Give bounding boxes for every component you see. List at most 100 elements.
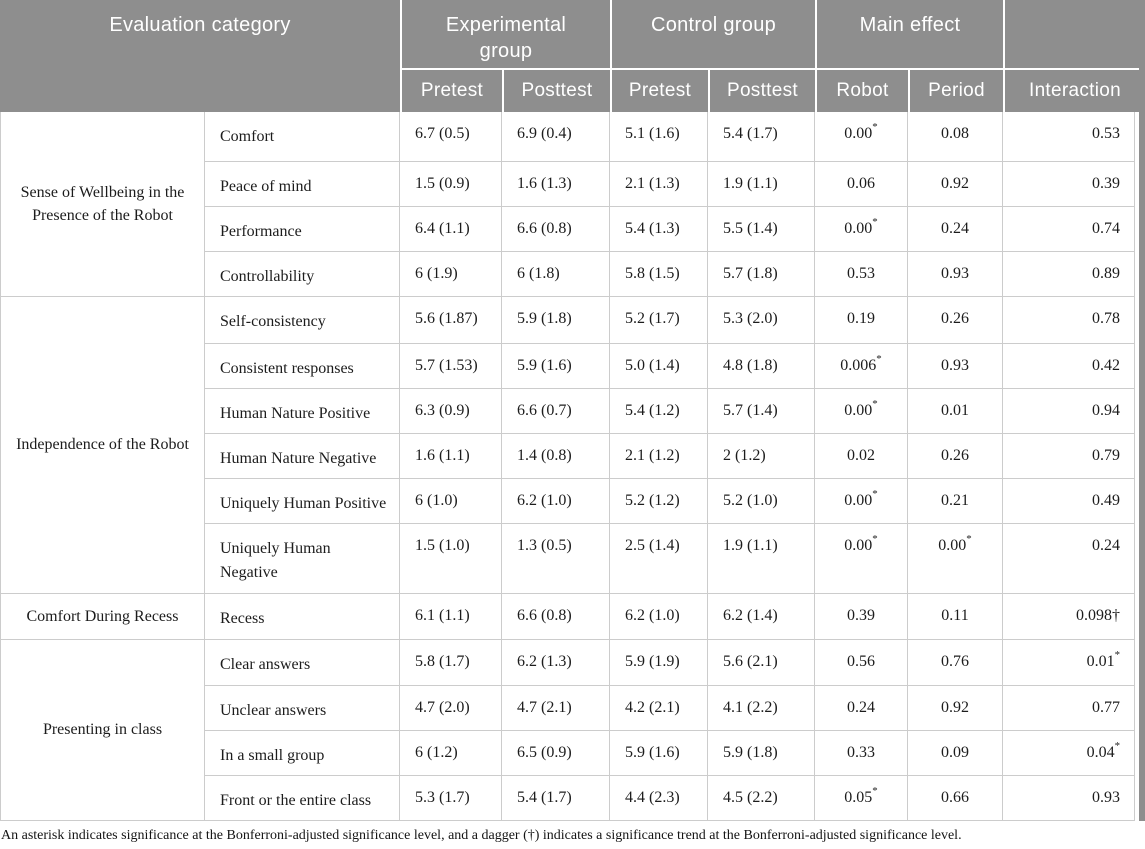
cell-exp-pretest: 5.6 (1.87) — [400, 297, 502, 344]
cell-exp-pretest: 1.6 (1.1) — [400, 434, 502, 479]
cell-ctrl-posttest: 5.3 (2.0) — [708, 297, 815, 344]
cell-period-effect: 0.24 — [908, 207, 1003, 252]
cell-period-effect: 0.66 — [908, 776, 1003, 821]
cell-robot-effect: 0.56 — [815, 640, 908, 686]
cell-ctrl-pretest: 5.0 (1.4) — [610, 344, 708, 389]
cell-ctrl-pretest: 6.2 (1.0) — [610, 594, 708, 640]
item-label-cell: Human Nature Positive — [205, 389, 400, 434]
cell-period-effect: 0.11 — [908, 594, 1003, 640]
table-footnote: An asterisk indicates significance at th… — [1, 828, 962, 843]
cell-exp-pretest: 6.3 (0.9) — [400, 389, 502, 434]
header-group-experimental: Experimental group — [400, 0, 610, 68]
cell-interaction-effect: 0.04 * — [1003, 731, 1135, 776]
cell-interaction-effect: 0.79 — [1003, 434, 1135, 479]
cell-exp-posttest: 6.6 (0.7) — [502, 389, 610, 434]
item-label-cell: In a small group — [205, 731, 400, 776]
cell-interaction-effect: 0.098† — [1003, 594, 1135, 640]
item-label-cell: Comfort — [205, 112, 400, 162]
cell-exp-posttest: 6 (1.8) — [502, 252, 610, 297]
cell-interaction-effect: 0.93 — [1003, 776, 1135, 821]
cell-ctrl-posttest: 5.9 (1.8) — [708, 731, 815, 776]
cell-robot-effect: 0.00 * — [815, 479, 908, 524]
cell-period-effect: 0.93 — [908, 252, 1003, 297]
cell-exp-pretest: 6 (1.9) — [400, 252, 502, 297]
subheader-interaction: Interaction — [1003, 68, 1145, 112]
cell-exp-pretest: 1.5 (0.9) — [400, 162, 502, 207]
item-label-cell: Uniquely Human Positive — [205, 479, 400, 524]
subheader-ctrl-posttest: Posttest — [708, 68, 815, 112]
header-group-interaction-blank — [1003, 0, 1145, 68]
cell-interaction-effect: 0.94 — [1003, 389, 1135, 434]
cell-interaction-effect: 0.49 — [1003, 479, 1135, 524]
cell-period-effect: 0.76 — [908, 640, 1003, 686]
item-label-cell: Peace of mind — [205, 162, 400, 207]
cell-ctrl-pretest: 4.4 (2.3) — [610, 776, 708, 821]
cell-interaction-effect: 0.78 — [1003, 297, 1135, 344]
cell-exp-pretest: 5.7 (1.53) — [400, 344, 502, 389]
cell-robot-effect: 0.24 — [815, 686, 908, 731]
cell-exp-posttest: 1.6 (1.3) — [502, 162, 610, 207]
header-group-experimental-label: Experimental group — [445, 14, 567, 62]
header-group-control-label: Control group — [650, 14, 777, 36]
item-label-cell: Uniquely Human Negative — [205, 524, 400, 594]
cell-ctrl-pretest: 5.4 (1.2) — [610, 389, 708, 434]
item-label-cell: Recess — [205, 594, 400, 640]
cell-robot-effect: 0.00 * — [815, 207, 908, 252]
cell-period-effect: 0.09 — [908, 731, 1003, 776]
cell-exp-posttest: 4.7 (2.1) — [502, 686, 610, 731]
cell-ctrl-pretest: 2.1 (1.2) — [610, 434, 708, 479]
cell-ctrl-posttest: 4.5 (2.2) — [708, 776, 815, 821]
cell-interaction-effect: 0.53 — [1003, 112, 1135, 162]
group-category-cell: Comfort During Recess — [0, 594, 205, 640]
cell-exp-pretest: 5.8 (1.7) — [400, 640, 502, 686]
cell-ctrl-posttest: 2 (1.2) — [708, 434, 815, 479]
item-label-cell: Human Nature Negative — [205, 434, 400, 479]
cell-exp-pretest: 6.4 (1.1) — [400, 207, 502, 252]
item-label-cell: Controllability — [205, 252, 400, 297]
cell-ctrl-pretest: 4.2 (2.1) — [610, 686, 708, 731]
header-group-main-effect: Main effect — [815, 0, 1003, 68]
cell-robot-effect: 0.06 — [815, 162, 908, 207]
cell-ctrl-posttest: 4.8 (1.8) — [708, 344, 815, 389]
cell-interaction-effect: 0.39 — [1003, 162, 1135, 207]
cell-exp-posttest: 6.6 (0.8) — [502, 207, 610, 252]
cell-ctrl-pretest: 5.2 (1.7) — [610, 297, 708, 344]
cell-robot-effect: 0.33 — [815, 731, 908, 776]
cell-exp-posttest: 1.4 (0.8) — [502, 434, 610, 479]
item-label-cell: Self-consistency — [205, 297, 400, 344]
cell-robot-effect: 0.00 * — [815, 524, 908, 594]
cell-exp-pretest: 6 (1.0) — [400, 479, 502, 524]
cell-interaction-effect: 0.77 — [1003, 686, 1135, 731]
cell-robot-effect: 0.05 * — [815, 776, 908, 821]
cell-robot-effect: 0.02 — [815, 434, 908, 479]
subheader-ctrl-pretest: Pretest — [610, 68, 708, 112]
cell-ctrl-pretest: 5.9 (1.6) — [610, 731, 708, 776]
cell-exp-pretest: 4.7 (2.0) — [400, 686, 502, 731]
cell-robot-effect: 0.00 * — [815, 112, 908, 162]
cell-period-effect: 0.93 — [908, 344, 1003, 389]
cell-ctrl-pretest: 5.8 (1.5) — [610, 252, 708, 297]
cell-exp-posttest: 1.3 (0.5) — [502, 524, 610, 594]
cell-ctrl-pretest: 5.9 (1.9) — [610, 640, 708, 686]
cell-period-effect: 0.08 — [908, 112, 1003, 162]
cell-robot-effect: 0.19 — [815, 297, 908, 344]
cell-ctrl-posttest: 5.6 (2.1) — [708, 640, 815, 686]
cell-period-effect: 0.92 — [908, 162, 1003, 207]
cell-interaction-effect: 0.42 — [1003, 344, 1135, 389]
cell-interaction-effect: 0.01 * — [1003, 640, 1135, 686]
cell-ctrl-posttest: 5.2 (1.0) — [708, 479, 815, 524]
cell-exp-pretest: 6.1 (1.1) — [400, 594, 502, 640]
cell-period-effect: 0.21 — [908, 479, 1003, 524]
cell-robot-effect: 0.39 — [815, 594, 908, 640]
cell-interaction-effect: 0.74 — [1003, 207, 1135, 252]
item-label-cell: Front or the entire class — [205, 776, 400, 821]
cell-ctrl-posttest: 4.1 (2.2) — [708, 686, 815, 731]
cell-ctrl-pretest: 2.5 (1.4) — [610, 524, 708, 594]
cell-exp-posttest: 6.2 (1.3) — [502, 640, 610, 686]
cell-exp-posttest: 6.9 (0.4) — [502, 112, 610, 162]
cell-exp-posttest: 6.6 (0.8) — [502, 594, 610, 640]
cell-robot-effect: 0.53 — [815, 252, 908, 297]
item-label-cell: Performance — [205, 207, 400, 252]
cell-ctrl-posttest: 5.7 (1.4) — [708, 389, 815, 434]
cell-exp-posttest: 6.2 (1.0) — [502, 479, 610, 524]
